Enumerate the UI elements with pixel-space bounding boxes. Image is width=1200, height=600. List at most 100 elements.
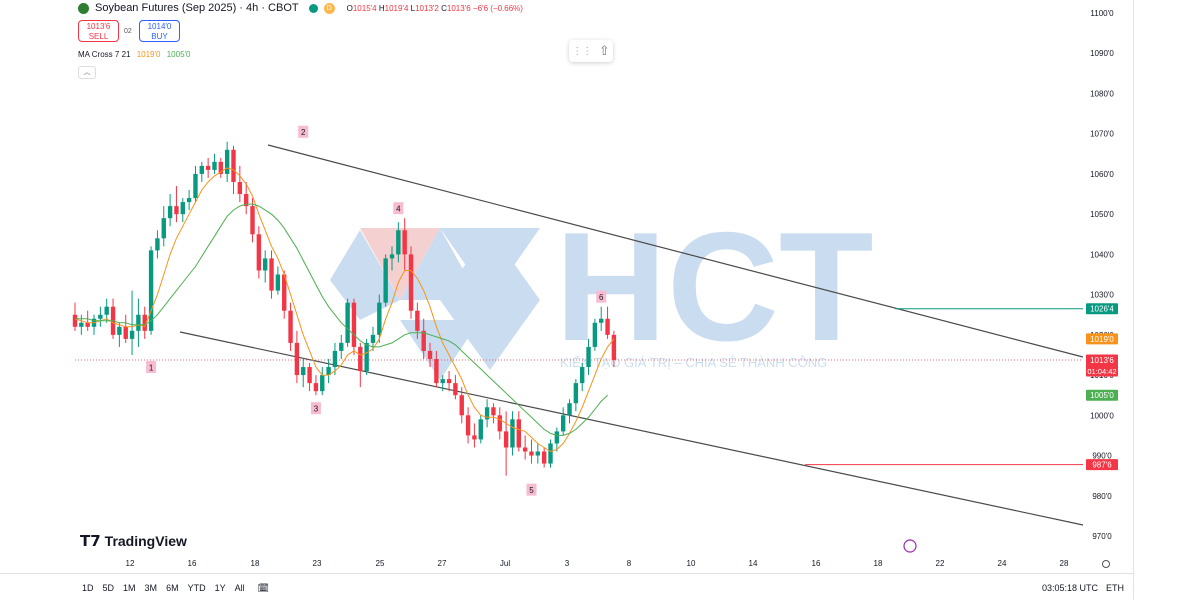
y-tick-label: 970'0 bbox=[1092, 532, 1112, 541]
spread-value: 02 bbox=[124, 28, 132, 35]
pivot-label: 3 bbox=[314, 405, 319, 414]
candle-body bbox=[326, 367, 331, 376]
y-tick-label: 990'0 bbox=[1092, 452, 1112, 461]
candle-body bbox=[415, 310, 420, 331]
candle-body bbox=[186, 198, 192, 203]
price-axis-divider bbox=[1133, 0, 1134, 600]
sell-button[interactable]: 1013'6 SELL bbox=[78, 20, 119, 42]
candle-body bbox=[231, 149, 236, 182]
candle-body bbox=[459, 395, 464, 416]
price-axis-label-text: 1019'0 bbox=[1090, 335, 1114, 344]
range-all[interactable]: All bbox=[234, 583, 245, 593]
candle-body bbox=[516, 419, 521, 448]
candle-body bbox=[567, 403, 572, 416]
x-tick-label: 16 bbox=[812, 559, 821, 568]
pivot-marker bbox=[596, 290, 607, 303]
price-axis-label bbox=[1086, 333, 1118, 345]
x-tick-label: 10 bbox=[687, 559, 696, 568]
y-tick-label: 1000'0 bbox=[1090, 411, 1114, 420]
candle-body bbox=[408, 254, 414, 311]
candle-body bbox=[72, 314, 78, 327]
price-axis-label-text: 1013'6 bbox=[1090, 356, 1114, 365]
candle-body bbox=[288, 310, 293, 343]
x-tick-label: 23 bbox=[313, 559, 322, 568]
candle-body bbox=[427, 350, 433, 359]
candle-body bbox=[320, 375, 325, 392]
y-tick-label: 1070'0 bbox=[1090, 130, 1114, 139]
pivot-marker bbox=[146, 360, 157, 373]
x-tick-label: Jul bbox=[500, 559, 510, 568]
range-1y[interactable]: 1Y bbox=[214, 583, 226, 593]
range-3m[interactable]: 3M bbox=[144, 583, 158, 593]
price-axis-label bbox=[1086, 354, 1118, 377]
pivot-label: 2 bbox=[301, 128, 306, 137]
candle-body bbox=[541, 451, 547, 464]
candle-body bbox=[161, 218, 166, 239]
utc-clock[interactable]: 03:05:18 UTC bbox=[1041, 583, 1098, 593]
ohlc-values: O1015'4 H1019'4 L1013'2 C1013'6 −6'6 (−0… bbox=[346, 3, 523, 13]
price-axis-label bbox=[1086, 303, 1118, 315]
candle-body bbox=[123, 326, 128, 339]
candle-body bbox=[510, 419, 515, 448]
range-1m[interactable]: 1M bbox=[123, 583, 136, 593]
candle-body bbox=[396, 230, 401, 255]
range-1d[interactable]: 1D bbox=[82, 583, 94, 593]
y-tick-label: 1080'0 bbox=[1090, 89, 1114, 98]
candle-body bbox=[294, 342, 300, 376]
candle-body bbox=[155, 238, 160, 251]
candle-body bbox=[332, 350, 338, 368]
candle-body bbox=[484, 407, 490, 420]
market-status-icon bbox=[308, 3, 318, 13]
collapse-legend-icon[interactable]: ︿ bbox=[78, 66, 96, 79]
candle-body bbox=[218, 161, 224, 174]
candle-body bbox=[282, 274, 287, 311]
x-tick-label: 25 bbox=[376, 559, 385, 568]
tradingview-logo-icon: 𝗧𝟳 bbox=[80, 533, 101, 550]
y-tick-label: 1050'0 bbox=[1090, 210, 1114, 219]
candle-body bbox=[611, 334, 617, 360]
indicator-name: MA Cross 7 21 bbox=[78, 50, 131, 59]
candle-body bbox=[256, 234, 262, 271]
x-tick-label: 8 bbox=[627, 559, 632, 568]
range-ytd[interactable]: YTD bbox=[187, 583, 206, 593]
watermark-logo-shape bbox=[400, 320, 480, 380]
candle-body bbox=[599, 318, 604, 323]
buy-button[interactable]: 1014'0 BUY bbox=[139, 20, 180, 42]
candle-body bbox=[434, 358, 439, 384]
candle-body bbox=[522, 447, 528, 452]
floating-toolbar[interactable]: ⋮⋮ ⇧ bbox=[569, 40, 613, 62]
candle-body bbox=[535, 451, 541, 456]
candle-body bbox=[104, 306, 109, 315]
symbol-title[interactable]: Soybean Futures (Sep 2025) · 4h · CBOT bbox=[95, 2, 299, 14]
tradingview-logo: 𝗧𝟳 TradingView bbox=[80, 532, 187, 550]
arrow-up-icon[interactable]: ⇧ bbox=[598, 43, 610, 58]
candle-body bbox=[573, 383, 579, 404]
candle-body bbox=[263, 258, 268, 271]
x-tick-label: 12 bbox=[126, 559, 135, 568]
ma-cross-legend[interactable]: MA Cross 7 21 1019'0 1005'0 bbox=[78, 50, 191, 59]
candle-body bbox=[586, 346, 591, 368]
candle-body bbox=[275, 274, 281, 291]
date-range-icon[interactable]: 🗓 bbox=[257, 583, 270, 593]
watermark-logo-shape bbox=[440, 230, 540, 370]
range-5d[interactable]: 5D bbox=[102, 583, 115, 593]
channel-lower-line bbox=[179, 331, 1084, 526]
candle-body bbox=[199, 165, 204, 174]
candle-body bbox=[472, 435, 477, 440]
y-tick-label: 1090'0 bbox=[1090, 49, 1114, 58]
countdown-label: 01:04:42 bbox=[1087, 367, 1116, 376]
candle-body bbox=[478, 419, 483, 440]
candle-body bbox=[205, 165, 211, 170]
candle-body bbox=[370, 334, 376, 343]
price-axis-label bbox=[1086, 459, 1118, 471]
pivot-label: 1 bbox=[149, 363, 154, 372]
candle-body bbox=[345, 302, 350, 343]
price-axis-label-text: 1026'4 bbox=[1090, 305, 1114, 314]
range-6m[interactable]: 6M bbox=[166, 583, 179, 593]
candle-body bbox=[560, 415, 566, 432]
candle-body bbox=[529, 451, 534, 456]
session-toggle[interactable]: ETH bbox=[1106, 583, 1124, 593]
drag-handle-icon[interactable]: ⋮⋮ bbox=[572, 45, 593, 57]
lightning-icon bbox=[903, 539, 917, 553]
